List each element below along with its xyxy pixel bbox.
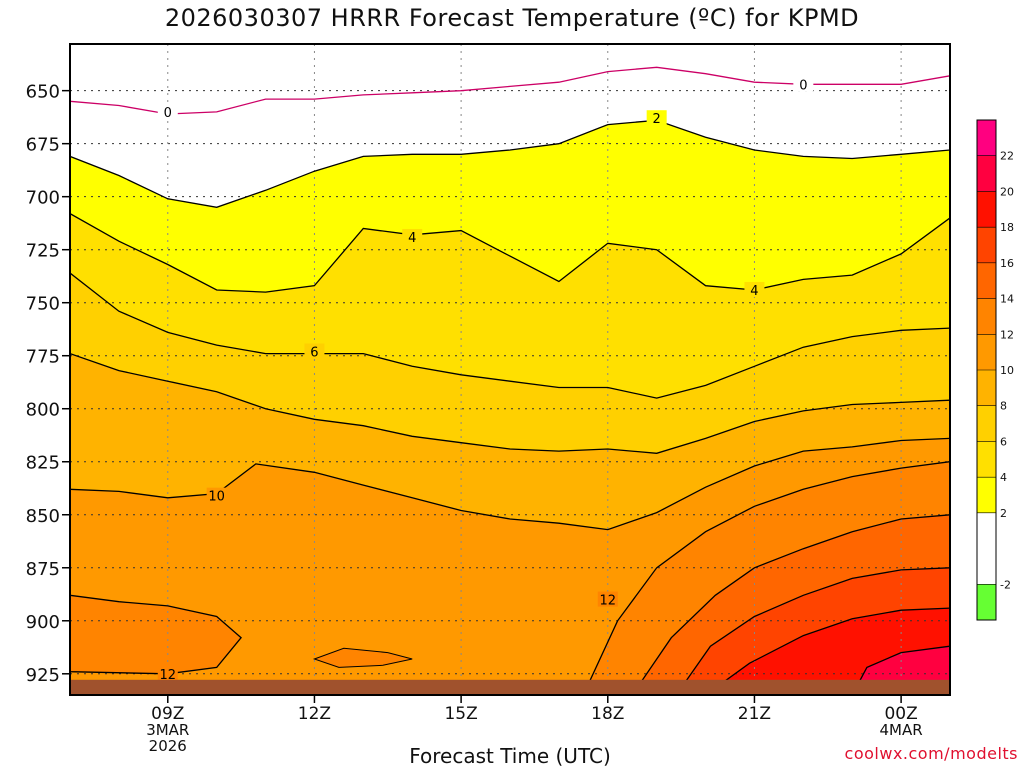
isotherm-2 bbox=[70, 119, 950, 208]
isotherm-label-bg bbox=[304, 343, 325, 359]
x-tick-label: 21Z bbox=[738, 704, 771, 724]
colorbar-tick-label: 2 bbox=[1000, 507, 1007, 520]
colorbar-swatch bbox=[977, 120, 996, 156]
credit-text: coolwx.com/modelts bbox=[844, 744, 1018, 763]
band-2-4 bbox=[70, 120, 950, 293]
isotherm-label: 2 bbox=[653, 112, 661, 127]
isotherm-label-bg bbox=[793, 76, 814, 92]
colorbar-swatch bbox=[977, 405, 996, 442]
colorbar-tick-label: 12 bbox=[1000, 328, 1014, 341]
colorbar-tick-label: 8 bbox=[1000, 400, 1007, 413]
colorbar-tick-label: 16 bbox=[1000, 257, 1014, 270]
isotherm-label: 0 bbox=[799, 78, 807, 93]
isotherm-label-bg bbox=[402, 228, 423, 244]
x-tick-label: 18Z bbox=[591, 704, 624, 724]
colorbar-tick-label: -2 bbox=[1000, 578, 1011, 591]
isotherm-14 bbox=[631, 514, 950, 695]
isotherm-label: 12 bbox=[160, 668, 177, 683]
isotherm-label-bg bbox=[646, 110, 667, 126]
colorbar-swatch bbox=[977, 262, 996, 299]
colorbar-swatch bbox=[977, 227, 996, 263]
y-tick-label: 875 bbox=[26, 559, 60, 580]
isotherm-label-bg bbox=[157, 103, 178, 119]
y-tick-label: 675 bbox=[26, 135, 60, 156]
y-tick-label: 725 bbox=[26, 241, 60, 262]
isotherm-label: 4 bbox=[750, 284, 758, 299]
y-tick-label: 850 bbox=[26, 506, 60, 527]
isotherm-label-bg bbox=[744, 281, 765, 297]
isotherm-16 bbox=[675, 567, 950, 695]
band-0-2 bbox=[70, 67, 950, 208]
y-tick-label: 925 bbox=[26, 665, 60, 686]
colorbar-tick-label: 22 bbox=[1000, 150, 1014, 163]
isotherm-label: 12 bbox=[600, 594, 617, 609]
colorbar-tick-label: 14 bbox=[1000, 293, 1014, 306]
colorbar-tick-label: 18 bbox=[1000, 221, 1014, 234]
colorbar-swatch bbox=[977, 334, 996, 370]
band-6-8 bbox=[70, 273, 950, 454]
isotherm-lines: 0 0 2 4 4 6 10 12 12 bbox=[70, 66, 950, 695]
colorbar-swatch bbox=[977, 370, 996, 406]
colorbar-swatch bbox=[977, 155, 996, 192]
isotherm-6 bbox=[70, 272, 950, 399]
colorbar: -2 2 4 6 8 10 12 14 16 18 20 22 bbox=[976, 119, 1014, 621]
y-tick-label: 750 bbox=[26, 294, 60, 315]
temperature-fill bbox=[70, 44, 950, 695]
x-tick-label: 09Z bbox=[151, 704, 184, 724]
band-12-pocket-2 bbox=[312, 647, 413, 668]
band-4-6 bbox=[70, 213, 950, 399]
colorbar-swatch bbox=[977, 477, 996, 513]
y-tick-label: 900 bbox=[26, 612, 60, 633]
isotherm-label-bg bbox=[206, 487, 227, 503]
colorbar-tick-label: 6 bbox=[1000, 435, 1007, 448]
y-tick-label: 650 bbox=[26, 82, 60, 103]
isotherm-12 bbox=[582, 461, 950, 695]
isotherm-label: 10 bbox=[208, 490, 225, 505]
x-tick-label: 00Z bbox=[884, 704, 917, 724]
isotherm-label: 6 bbox=[310, 345, 318, 360]
isotherm-12 bbox=[70, 594, 243, 675]
isotherm-8 bbox=[70, 352, 950, 454]
colorbar-swatch bbox=[977, 298, 996, 335]
x-tick-label: 12Z bbox=[298, 704, 331, 724]
y-tick-label: 775 bbox=[26, 347, 60, 368]
x-tick-label: 15Z bbox=[444, 704, 477, 724]
colorbar-swatch bbox=[977, 548, 996, 585]
colorbar-tick-label: 4 bbox=[1000, 471, 1007, 484]
x-tick-label: 2026 bbox=[149, 737, 187, 755]
colorbar-tick-label: 10 bbox=[1000, 364, 1014, 377]
isotherm-label: 4 bbox=[408, 231, 416, 246]
chart-title: 2026030307 HRRR Forecast Temperature (ºC… bbox=[164, 4, 860, 32]
isotherm-4 bbox=[70, 213, 950, 293]
y-tick-label: 700 bbox=[26, 188, 60, 209]
x-axis-title: Forecast Time (UTC) bbox=[409, 744, 611, 768]
x-tick-label: 4MAR bbox=[880, 721, 923, 739]
colorbar-swatch bbox=[977, 191, 996, 228]
isotherm-label-bg bbox=[157, 665, 178, 681]
colorbar-swatch bbox=[977, 512, 996, 549]
colorbar-swatch bbox=[977, 441, 996, 478]
plot-frame bbox=[69, 43, 951, 696]
colorbar-swatch bbox=[977, 584, 996, 620]
y-axis: 650 675 700 725 750 775 800 825 850 875 900 925 bbox=[26, 82, 70, 686]
band-12-pocket bbox=[70, 595, 242, 674]
x-tick-label: 3MAR bbox=[146, 721, 189, 739]
y-tick-label: 800 bbox=[26, 400, 60, 421]
isotherm-label: 0 bbox=[164, 106, 172, 121]
isotherm-label-bg bbox=[597, 591, 618, 607]
isotherm-18 bbox=[705, 607, 950, 695]
band-8-10 bbox=[70, 353, 950, 530]
colorbar-tick-label: 20 bbox=[1000, 185, 1014, 198]
y-tick-label: 825 bbox=[26, 453, 60, 474]
terrain-band bbox=[70, 679, 950, 695]
